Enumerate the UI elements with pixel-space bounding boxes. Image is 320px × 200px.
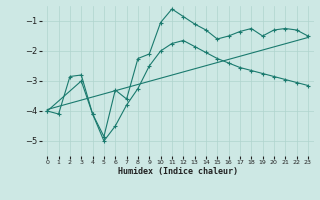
X-axis label: Humidex (Indice chaleur): Humidex (Indice chaleur) — [118, 167, 237, 176]
